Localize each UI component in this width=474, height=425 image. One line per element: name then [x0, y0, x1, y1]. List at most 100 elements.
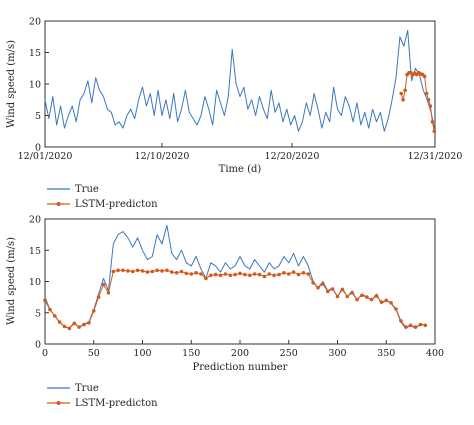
y-axis-title-bottom: Wind speed (m/s): [6, 237, 17, 325]
prediction-point: [92, 309, 96, 313]
prediction-point: [106, 291, 111, 295]
prediction-point: [101, 282, 106, 287]
prediction-point: [257, 272, 262, 277]
prediction-point: [155, 268, 159, 273]
prediction-point: [287, 272, 291, 276]
prediction-point: [365, 295, 369, 299]
prediction-point: [350, 291, 354, 295]
prediction-point: [72, 321, 77, 326]
series-line-prediction: [44, 269, 426, 329]
y-ticks-bottom: 0 5 10 15 20: [29, 215, 49, 351]
prediction-point: [184, 271, 189, 276]
prediction-point: [165, 268, 169, 273]
x-ticks-bottom: 0 50 100 150 200 250 300 350 400: [42, 340, 444, 359]
prediction-point: [174, 271, 179, 275]
prediction-point: [126, 269, 130, 273]
legend-pred-label-bottom: LSTM-predicton: [75, 398, 158, 409]
y-tick-label: 20: [29, 215, 41, 226]
prediction-point: [326, 289, 330, 294]
x-tick-label: 12/31/2020: [408, 151, 463, 162]
prediction-point: [57, 320, 62, 324]
prediction-point: [53, 314, 57, 318]
prediction-point: [291, 270, 296, 274]
legend-top: True LSTM-predicton: [47, 184, 158, 210]
chart-bottom: 0 5 10 15 20 0 50 100 150 200 250 300 350 400 Predic…: [6, 215, 444, 374]
x-tick-label: 0: [42, 348, 48, 359]
x-axis-title-bottom: Prediction number: [193, 362, 288, 373]
prediction-point: [272, 273, 276, 278]
y-tick-label: 10: [29, 80, 41, 91]
prediction-point: [340, 287, 345, 292]
x-tick-label: 12/20/2020: [265, 151, 320, 162]
x-tick-label: 250: [280, 348, 298, 359]
prediction-point: [384, 298, 389, 303]
y-tick-label: 0: [35, 340, 41, 351]
series-bottom: [43, 224, 428, 331]
prediction-point: [48, 307, 52, 312]
prediction-point: [111, 269, 116, 274]
prediction-point: [189, 272, 194, 276]
prediction-point: [369, 297, 374, 302]
prediction-point: [399, 319, 403, 323]
prediction-point: [321, 282, 325, 286]
plot-area-top: [44, 20, 436, 148]
prediction-point: [82, 322, 86, 327]
prediction-point: [282, 271, 286, 275]
prediction-point: [96, 295, 101, 299]
prediction-point: [306, 272, 311, 276]
prediction-point: [238, 271, 242, 276]
prediction-point: [424, 91, 429, 96]
legend-pred-label-top: LSTM-predicton: [75, 199, 158, 210]
prediction-point: [267, 272, 272, 276]
x-tick-label: 150: [182, 348, 200, 359]
x-tick-label: 400: [426, 348, 444, 359]
prediction-point: [311, 281, 315, 285]
prediction-point: [43, 298, 47, 303]
y-tick-label: 5: [35, 308, 41, 319]
prediction-point: [345, 294, 350, 299]
series-top: [44, 29, 437, 134]
series-line-true: [44, 29, 436, 132]
prediction-point: [213, 272, 218, 277]
prediction-point: [335, 294, 340, 299]
prediction-point: [150, 269, 155, 274]
prediction-point: [316, 286, 320, 290]
y-tick-label: 20: [29, 17, 41, 28]
prediction-point: [403, 88, 407, 93]
series-line-prediction: [400, 72, 435, 132]
prediction-point: [62, 324, 67, 329]
legend-bottom: True LSTM-predicton: [47, 383, 158, 409]
prediction-point: [374, 294, 379, 298]
prediction-point: [418, 322, 423, 327]
prediction-point: [401, 98, 405, 102]
prediction-point: [404, 325, 408, 329]
prediction-point: [379, 300, 384, 304]
prediction-point: [233, 272, 237, 277]
y-tick-label: 0: [35, 143, 41, 154]
prediction-point: [204, 276, 208, 281]
x-ticks-top: 12/01/2020 12/10/2020 12/20/2020 12/31/2020: [18, 143, 463, 162]
plot-area-bottom: [44, 218, 436, 345]
prediction-point: [430, 120, 435, 124]
prediction-point: [179, 269, 184, 274]
prediction-point: [432, 129, 437, 134]
x-tick-label: 350: [377, 348, 395, 359]
prediction-point: [413, 325, 418, 329]
prediction-point: [223, 272, 228, 276]
legend-pred-marker-top: [56, 202, 61, 206]
prediction-point: [87, 321, 91, 325]
y-ticks-top: 0 5 10 15 20: [29, 17, 49, 154]
prediction-point: [355, 297, 359, 302]
prediction-point: [170, 270, 174, 274]
prediction-point: [145, 270, 150, 274]
prediction-point: [426, 98, 431, 102]
y-tick-label: 15: [29, 246, 41, 257]
prediction-point: [408, 323, 413, 328]
prediction-point: [77, 325, 81, 329]
prediction-point: [160, 269, 164, 273]
y-axis-title-top: Wind speed (m/s): [6, 40, 17, 128]
legend-pred-marker-bottom: [56, 401, 61, 405]
prediction-point: [228, 273, 233, 278]
y-tick-label: 5: [35, 111, 41, 122]
